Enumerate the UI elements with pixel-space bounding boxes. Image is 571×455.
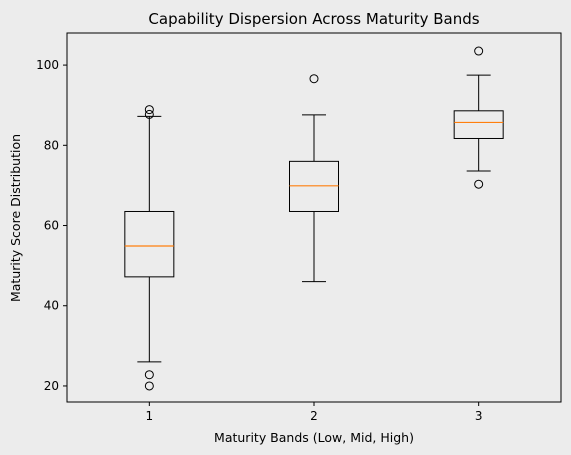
outlier-point xyxy=(474,46,484,56)
outlier-point xyxy=(474,179,484,189)
box-iqr xyxy=(453,110,504,139)
outlier-point xyxy=(144,109,154,119)
axis-ticks: 1 2 3 20 40 60 80 100 xyxy=(36,58,482,423)
box-iqr xyxy=(124,210,175,278)
y-axis-label: Maturity Score Distribution xyxy=(8,134,23,302)
y-tick-label: 60 xyxy=(44,219,59,233)
box-iqr xyxy=(289,160,339,212)
outlier-point xyxy=(144,381,154,391)
outlier-point xyxy=(309,74,319,84)
outlier-point xyxy=(144,370,154,380)
x-tick-label: 3 xyxy=(475,409,483,423)
y-tick-label: 20 xyxy=(44,379,59,393)
chart-marks xyxy=(124,46,504,391)
x-tick-label: 1 xyxy=(146,409,154,423)
y-tick-label: 100 xyxy=(36,58,59,72)
chart-title: Capability Dispersion Across Maturity Ba… xyxy=(148,10,479,28)
x-axis-label: Maturity Bands (Low, Mid, High) xyxy=(214,430,414,445)
outlier-point xyxy=(144,105,154,115)
x-tick-label: 2 xyxy=(310,409,318,423)
y-tick-label: 80 xyxy=(44,138,59,152)
y-tick-label: 40 xyxy=(44,299,59,313)
